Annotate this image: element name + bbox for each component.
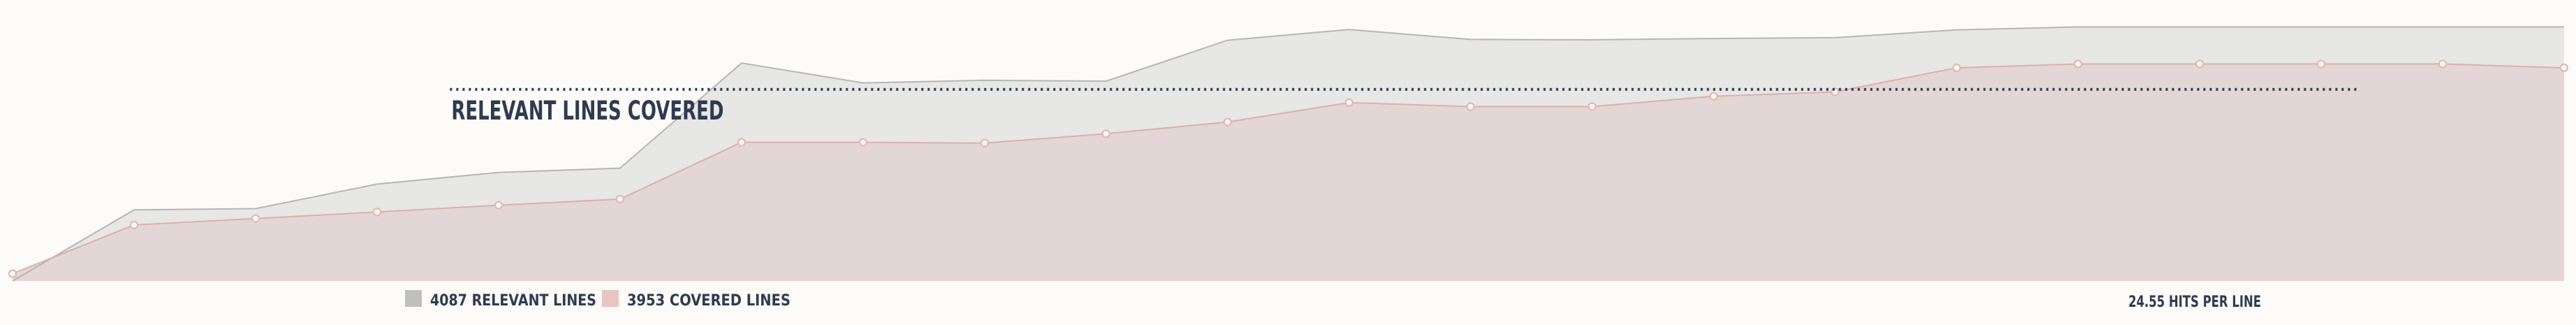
- legend-label-2: 3953 COVERED LINES: [627, 292, 790, 310]
- point-covered-lines-3: [251, 214, 260, 223]
- point-covered-lines-7: [737, 138, 746, 147]
- point-covered-lines-21: [2438, 59, 2448, 68]
- chart-title: RELEVANT LINES COVERED: [451, 96, 723, 126]
- point-covered-lines-1: [8, 269, 17, 278]
- point-covered-lines-11: [1223, 117, 1232, 127]
- point-covered-lines-8: [858, 138, 868, 147]
- series-areas: [13, 27, 2564, 281]
- legend: 4087 RELEVANT LINES 3953 COVERED LINES: [405, 290, 790, 310]
- legend-swatch-1: [405, 290, 422, 307]
- point-covered-lines-5: [494, 201, 503, 210]
- legend-swatch-2: [602, 290, 619, 307]
- legend-label-1: 4087 RELEVANT LINES: [430, 292, 596, 310]
- point-covered-lines-6: [615, 194, 625, 203]
- reference-group: RELEVANT LINES COVERED: [450, 87, 2358, 126]
- point-covered-lines-9: [980, 138, 989, 147]
- series-lines: [12, 26, 2565, 282]
- line-covered-lines: [12, 63, 2565, 275]
- point-covered-lines-19: [2195, 59, 2205, 68]
- point-covered-lines-13: [1466, 102, 1475, 111]
- point-covered-lines-14: [1587, 102, 1597, 111]
- point-covered-lines-17: [1952, 63, 1962, 73]
- hits-per-line-annotation: 24.55 HITS PER LINE: [2128, 294, 2261, 311]
- point-covered-lines-12: [1344, 98, 1354, 107]
- series-markers: [8, 59, 2569, 278]
- area-covered-lines: [13, 64, 2564, 281]
- point-covered-lines-20: [2316, 59, 2326, 68]
- line-relevant-lines: [12, 26, 2564, 282]
- point-covered-lines-10: [1101, 129, 1111, 138]
- point-covered-lines-2: [129, 220, 139, 229]
- point-covered-lines-18: [2073, 59, 2083, 68]
- point-covered-lines-15: [1709, 92, 1718, 101]
- point-covered-lines-4: [372, 208, 382, 217]
- point-covered-lines-22: [2559, 63, 2569, 73]
- annotations: 24.55 HITS PER LINE: [2128, 294, 2261, 311]
